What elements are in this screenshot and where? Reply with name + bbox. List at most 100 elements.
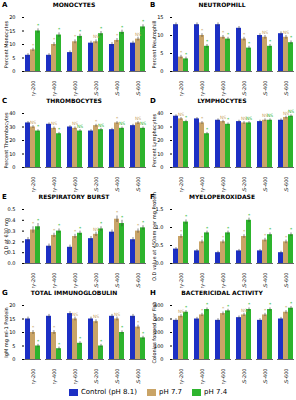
svg-text:NS: NS [135, 32, 141, 37]
svg-text:*: * [201, 28, 204, 33]
svg-text:Fry-600: Fry-600 [72, 273, 79, 289]
svg-text:40: 40 [9, 110, 15, 116]
svg-text:Fry-400: Fry-400 [199, 177, 206, 193]
svg-text:FLS-200: FLS-200 [93, 369, 99, 385]
svg-text:*: * [100, 26, 103, 31]
svg-text:FLS-200: FLS-200 [241, 273, 247, 289]
svg-text:10: 10 [9, 151, 15, 157]
svg-text:*: * [142, 331, 145, 336]
svg-text:FLS-200: FLS-200 [93, 273, 99, 289]
svg-text:Fry-200: Fry-200 [178, 81, 185, 97]
svg-text:*: * [269, 227, 272, 232]
svg-text:NS: NS [178, 112, 184, 117]
svg-text:*: * [201, 116, 204, 121]
svg-text:NS: NS [93, 227, 99, 232]
svg-text:*: * [121, 25, 124, 30]
svg-text:Fry-400: Fry-400 [51, 369, 58, 385]
svg-text:*: * [227, 32, 230, 37]
svg-text:Fry-200: Fry-200 [178, 177, 185, 193]
svg-text:*: * [37, 124, 40, 129]
svg-text:*: * [37, 218, 40, 223]
svg-text:5: 5 [160, 50, 163, 56]
svg-text:NS: NS [93, 314, 99, 319]
svg-text:10: 10 [157, 32, 163, 38]
svg-text:20: 20 [9, 137, 15, 143]
svg-text:0: 0 [12, 356, 15, 362]
svg-text:FLS-600: FLS-600 [283, 369, 289, 385]
svg-text:20: 20 [9, 302, 15, 308]
svg-text:30: 30 [157, 124, 163, 130]
svg-text:*: * [185, 214, 188, 219]
svg-text:0: 0 [12, 68, 15, 74]
svg-text:Fry-600: Fry-600 [72, 81, 79, 97]
svg-text:0: 0 [160, 356, 163, 362]
svg-text:0: 0 [160, 68, 163, 74]
svg-text:NS: NS [220, 115, 226, 120]
svg-text:*: * [58, 127, 61, 132]
svg-text:Percent Thrombocytes: Percent Thrombocytes [3, 112, 10, 168]
svg-text:*: * [116, 116, 119, 121]
svg-text:*: * [290, 301, 293, 306]
svg-text:NS: NS [72, 312, 78, 317]
svg-text:10: 10 [9, 329, 15, 335]
svg-text:*: * [185, 52, 188, 57]
svg-text:Fry-600: Fry-600 [72, 369, 79, 385]
svg-text:NS: NS [267, 113, 273, 118]
svg-text:*: * [53, 37, 56, 42]
svg-text:*: * [79, 29, 82, 34]
svg-text:*: * [206, 302, 209, 307]
svg-text:*: * [137, 223, 140, 228]
svg-text:FLS-400: FLS-400 [262, 177, 268, 193]
svg-text:*: * [58, 27, 61, 32]
svg-text:0.5: 0.5 [8, 206, 16, 212]
svg-text:FLS-200: FLS-200 [241, 369, 247, 385]
svg-text:10: 10 [157, 151, 163, 157]
svg-text:5: 5 [12, 343, 15, 349]
svg-text:*: * [37, 339, 40, 344]
svg-text:30: 30 [9, 124, 15, 130]
svg-text:*: * [142, 19, 145, 24]
svg-text:FLS-600: FLS-600 [135, 177, 141, 193]
svg-text:Fry-400: Fry-400 [199, 369, 206, 385]
svg-text:*: * [227, 117, 230, 122]
svg-text:FLS-200: FLS-200 [93, 177, 99, 193]
svg-text:NS: NS [262, 30, 268, 35]
svg-text:*: * [100, 339, 103, 344]
svg-text:*: * [180, 50, 183, 55]
svg-text:Fry-200: Fry-200 [178, 369, 185, 385]
svg-text:Fry-600: Fry-600 [72, 177, 79, 193]
svg-text:*: * [248, 213, 251, 218]
svg-text:*: * [222, 306, 225, 311]
svg-text:Fry-600: Fry-600 [220, 81, 227, 97]
svg-text:FLS-400: FLS-400 [262, 81, 268, 97]
svg-text:NS: NS [178, 309, 184, 314]
svg-text:FLS-600: FLS-600 [135, 369, 141, 385]
svg-text:*: * [269, 302, 272, 307]
svg-text:*: * [290, 35, 293, 40]
svg-text:0: 0 [160, 164, 163, 170]
svg-text:NS: NS [246, 116, 252, 121]
svg-text:*: * [227, 226, 230, 231]
svg-text:*: * [32, 221, 35, 226]
svg-text:*: * [248, 41, 251, 46]
svg-text:*: * [206, 226, 209, 231]
svg-text:Fry-600: Fry-600 [220, 273, 227, 289]
svg-text:*: * [180, 229, 183, 234]
svg-text:Fry-400: Fry-400 [199, 81, 206, 97]
svg-text:15: 15 [157, 14, 163, 20]
svg-text:*: * [100, 221, 103, 226]
svg-text:FLS-400: FLS-400 [262, 273, 268, 289]
svg-text:*: * [285, 235, 288, 240]
svg-text:NS: NS [135, 116, 141, 121]
svg-text:*: * [37, 23, 40, 28]
svg-text:O.D at 630 nm: O.D at 630 nm [3, 218, 9, 255]
svg-text:FLS-600: FLS-600 [283, 177, 289, 193]
svg-text:Fry-200: Fry-200 [178, 273, 185, 289]
svg-text:Percent Monocytes: Percent Monocytes [3, 20, 10, 68]
svg-text:*: * [53, 228, 56, 233]
svg-text:Percent Neutrophill: Percent Neutrophill [151, 21, 158, 69]
svg-text:15: 15 [9, 28, 15, 34]
svg-text:*: * [185, 305, 188, 310]
svg-text:*: * [116, 210, 119, 215]
svg-text:FLS-400: FLS-400 [114, 369, 120, 385]
